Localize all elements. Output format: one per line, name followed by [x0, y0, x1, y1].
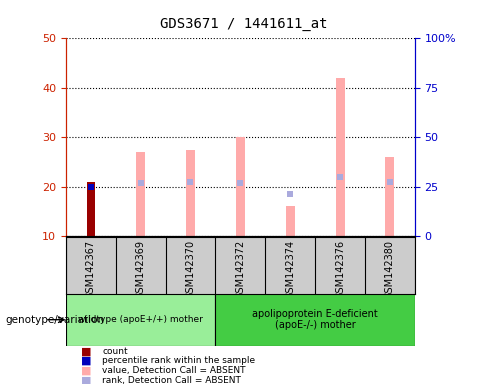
Text: GSM142372: GSM142372	[235, 240, 245, 299]
Bar	[66, 294, 215, 346]
Text: GSM142374: GSM142374	[285, 240, 295, 299]
Text: wildtype (apoE+/+) mother: wildtype (apoE+/+) mother	[78, 315, 203, 324]
Bar	[136, 152, 145, 236]
Bar	[215, 294, 415, 346]
Text: apolipoprotein E-deficient
(apoE-/-) mother: apolipoprotein E-deficient (apoE-/-) mot…	[252, 309, 378, 331]
Text: GSM142367: GSM142367	[86, 240, 96, 299]
Bar	[386, 157, 394, 236]
Text: GSM142376: GSM142376	[335, 240, 345, 299]
Text: genotype/variation: genotype/variation	[5, 314, 104, 325]
Text: ■: ■	[81, 346, 91, 356]
Bar	[87, 182, 95, 236]
Bar	[186, 150, 195, 236]
Text: percentile rank within the sample: percentile rank within the sample	[102, 356, 256, 366]
Text: ■: ■	[81, 375, 91, 384]
Text: GSM142380: GSM142380	[385, 240, 395, 299]
Text: GSM142369: GSM142369	[136, 240, 145, 299]
Text: value, Detection Call = ABSENT: value, Detection Call = ABSENT	[102, 366, 246, 375]
Text: GDS3671 / 1441611_at: GDS3671 / 1441611_at	[160, 17, 328, 30]
Text: ■: ■	[81, 356, 91, 366]
Text: rank, Detection Call = ABSENT: rank, Detection Call = ABSENT	[102, 376, 242, 384]
Text: count: count	[102, 347, 128, 356]
Text: GSM142370: GSM142370	[185, 240, 196, 299]
Bar	[285, 207, 295, 236]
Bar	[336, 78, 345, 236]
Bar	[236, 137, 245, 236]
Text: ■: ■	[81, 366, 91, 376]
